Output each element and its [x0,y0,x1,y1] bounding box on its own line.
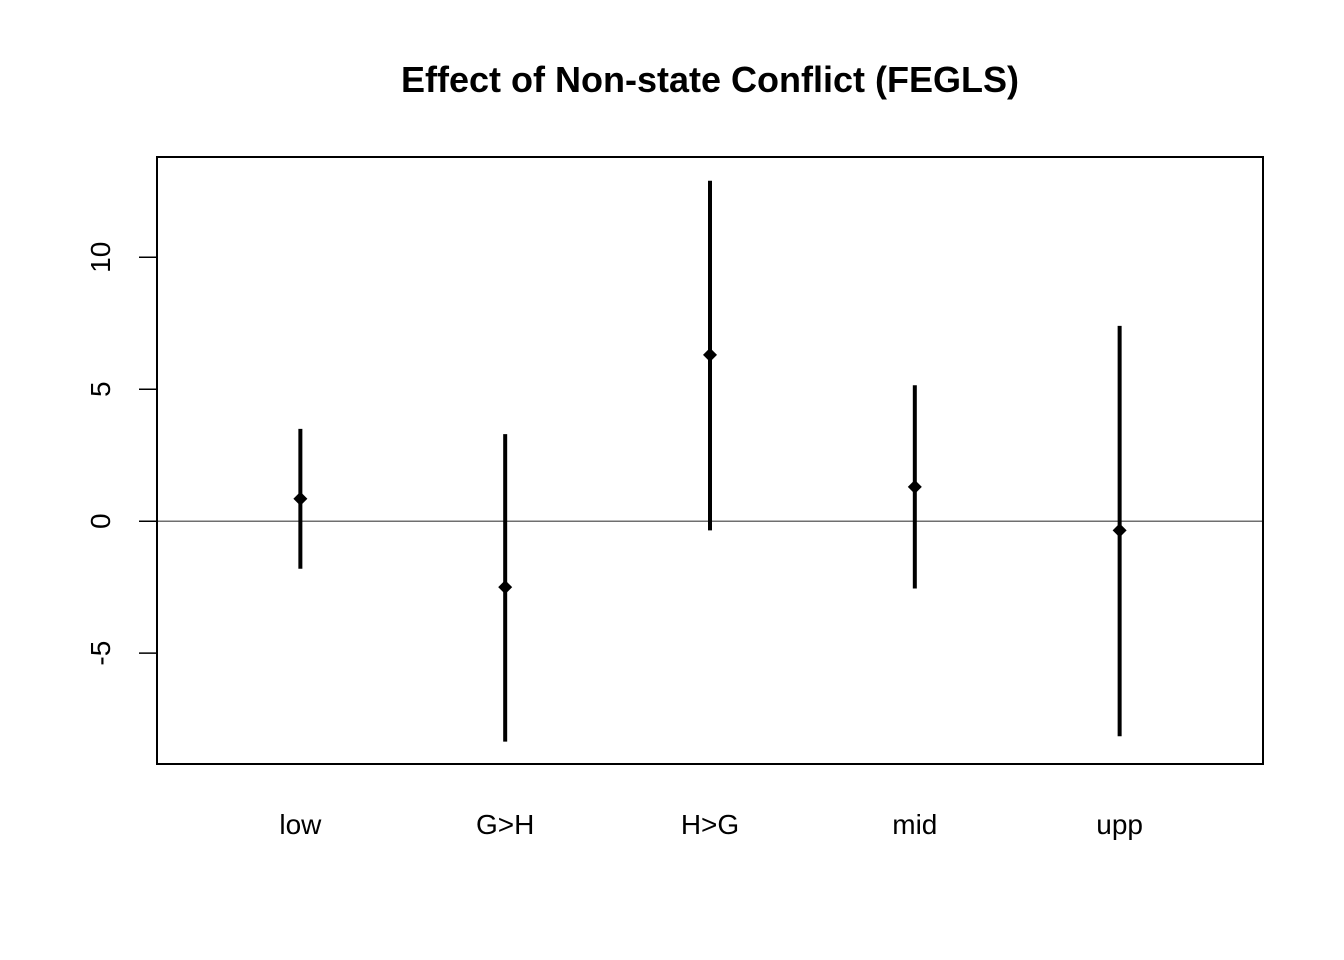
y-tick-label-3: 10 [85,242,116,273]
x-tick-label-1: G>H [476,809,534,840]
x-tick-label-0: low [279,809,322,840]
point-0 [293,491,308,506]
x-tick-label-2: H>G [681,809,739,840]
x-tick-label-4: upp [1096,809,1143,840]
y-axis: -5 0 5 10 [85,242,157,666]
y-tick-label-2: 5 [85,381,116,397]
plot-area [156,156,1264,765]
point-3 [907,479,922,494]
chart-title: Effect of Non-state Conflict (FEGLS) [401,59,1019,100]
point-1 [498,580,513,595]
y-tick-label-0: -5 [85,641,116,666]
plot-frame [156,156,1264,765]
point-2 [703,347,717,362]
y-tick-label-1: 0 [85,513,116,529]
x-axis: low G>H H>G mid upp [279,809,1143,840]
x-tick-label-3: mid [892,809,937,840]
point-4 [1112,523,1127,538]
